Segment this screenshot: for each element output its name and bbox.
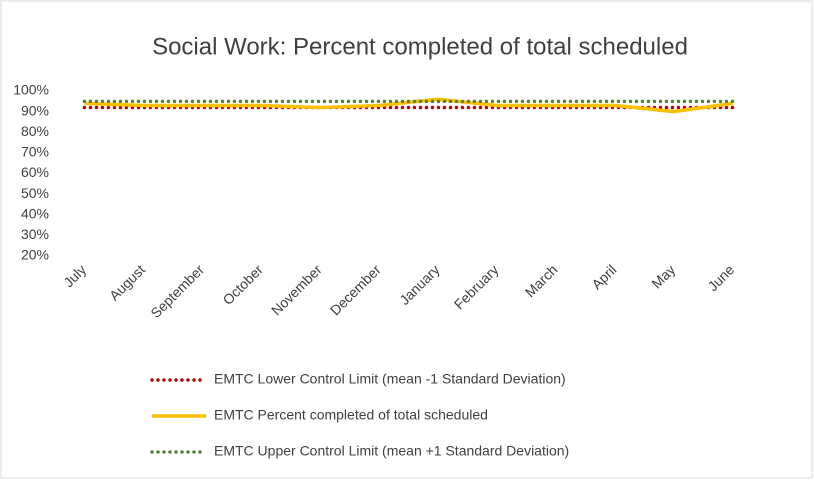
y-tick-label: 60% — [21, 164, 49, 180]
y-tick-label: 90% — [21, 102, 49, 118]
y-tick-label: 100% — [13, 82, 49, 98]
legend-label: EMTC Lower Control Limit (mean -1 Standa… — [214, 371, 566, 387]
legend-label: EMTC Percent completed of total schedule… — [214, 407, 488, 423]
chart-title: Social Work: Percent completed of total … — [152, 33, 688, 60]
legend-label: EMTC Upper Control Limit (mean +1 Standa… — [214, 443, 569, 459]
y-tick-label: 30% — [21, 226, 49, 242]
y-tick-label: 40% — [21, 205, 49, 221]
y-tick-label: 70% — [21, 144, 49, 160]
y-tick-label: 80% — [21, 123, 49, 139]
y-tick-label: 20% — [21, 247, 49, 263]
y-tick-label: 50% — [21, 185, 49, 201]
